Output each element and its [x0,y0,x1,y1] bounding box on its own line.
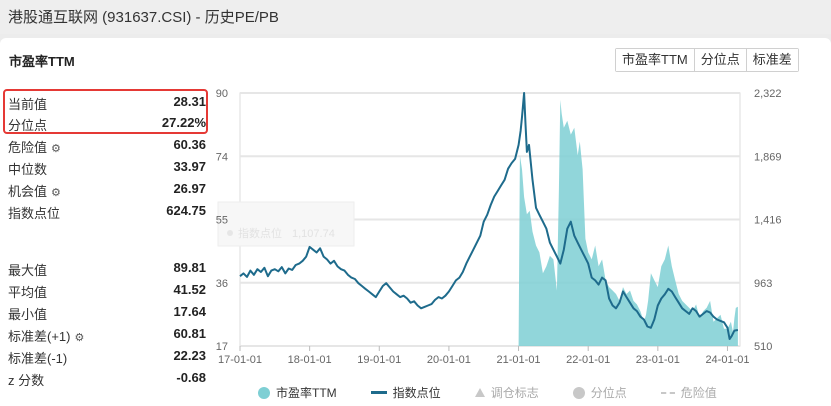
gear-icon[interactable]: ⚙ [51,143,61,155]
stat-label: 最小值 [8,307,48,322]
chart-legend: 市盈率TTM 指数点位 调仓标志 分位点 危险值 [258,384,751,401]
triangle-icon [474,388,485,397]
stat-mean: 平均值 41.52 [8,279,206,300]
stat-value: 22.23 [173,348,206,363]
stat-value: 624.75 [166,203,206,218]
stat-max: 最大值 89.81 [8,257,206,278]
highlight-box [3,89,208,134]
stat-value: 33.97 [173,159,206,174]
stat-label: 标准差(+1) [8,329,71,344]
stat-current: 当前值 28.31 [8,91,206,112]
stat-label: 标准差(-1) [8,351,68,366]
index-series-line [239,92,739,340]
gear-icon[interactable]: ⚙ [51,187,61,199]
stat-min: 最小值 17.64 [8,301,206,322]
stat-value: 60.81 [173,326,206,341]
legend-label: 指数点位 [392,386,441,400]
legend-item-index[interactable]: 指数点位 [370,384,441,401]
x-tick-label: 24-01-01 [705,354,749,366]
x-tick-label: 23-01-01 [636,354,680,366]
y-left-tick-label: 74 [216,151,228,163]
y-right-tick-label: 963 [754,278,772,290]
x-tick-label: 21-01-01 [497,354,541,366]
legend-label: 分位点 [590,386,627,400]
legend-dot-icon [258,386,270,399]
x-tick-label: 19-01-01 [357,354,401,366]
window-title-bar: 港股通互联网 (931637.CSI) - 历史PE/PB [0,0,831,34]
stat-label: 危险值 [8,140,48,155]
legend-item-danger[interactable]: 危险值 [660,384,717,401]
card-title: 市盈率TTM [9,54,75,69]
legend-line-icon [370,391,387,394]
stat-value: 60.36 [173,137,206,152]
tab-pe-ttm[interactable]: 市盈率TTM [616,49,695,71]
x-tick-label: 22-01-01 [566,354,610,366]
legend-dot-icon [572,386,585,399]
stat-value: 26.97 [173,181,206,196]
y-left-tick-label: 90 [216,88,228,100]
stat-danger: 危险值 ⚙ 60.36 [8,134,206,155]
metric-tabs: 市盈率TTM 分位点 标准差 [615,48,799,72]
stat-label: 机会值 [8,184,48,199]
pe-series-area [518,99,738,347]
stat-label: 平均值 [8,285,48,300]
x-tick-label: 17-01-01 [218,354,262,366]
legend-label: 调仓标志 [490,386,539,400]
dash-icon [660,391,675,394]
legend-item-pe[interactable]: 市盈率TTM [258,384,337,401]
stat-value: 27.22% [161,115,206,130]
tooltip-ghost-value: 1,107.74 [292,228,335,240]
legend-label: 市盈率TTM [276,386,337,400]
window-title: 港股通互联网 (931637.CSI) - 历史PE/PB [8,9,279,26]
stat-label: 指数点位 [8,206,61,221]
stat-label: 最大值 [8,263,48,278]
tooltip-ghost-label: 指数点位 [238,226,282,240]
stat-z-score: z 分数 -0.68 [8,367,206,388]
stat-percentile: 分位点 27.22% [8,112,206,133]
stat-std-minus: 标准差(-1) 22.23 [8,345,206,366]
gear-icon[interactable]: ⚙ [74,332,85,344]
legend-item-rebalance[interactable]: 调仓标志 [474,384,539,401]
stat-value: -0.68 [176,370,206,385]
stat-label: 分位点 [8,118,48,133]
legend-label: 危险值 [680,386,717,400]
y-right-tick-label: 1,869 [754,151,782,163]
stat-label: z 分数 [8,373,45,388]
y-right-tick-label: 1,416 [754,215,782,227]
tab-std-dev[interactable]: 标准差 [746,49,798,71]
y-left-tick-label: 17 [216,341,228,353]
stat-value: 89.81 [173,260,206,275]
pe-chart: 指数点位 1,107.74 90 74 55 36 17 2,322 1,869 1,416 9… [216,88,782,366]
stat-median: 中位数 33.97 [8,156,206,177]
stat-value: 41.52 [173,282,206,297]
stat-value: 28.31 [173,94,206,109]
y-right-tick-label: 510 [754,341,772,353]
tab-percentile[interactable]: 分位点 [694,49,747,71]
y-left-tick-label: 36 [216,278,228,290]
stat-value: 17.64 [173,304,206,319]
x-tick-label: 18-01-01 [288,354,332,366]
stat-opportunity: 机会值 ⚙ 26.97 [8,178,206,199]
stat-label: 当前值 [8,97,48,112]
legend-item-percentile[interactable]: 分位点 [572,384,627,401]
pe-card: 市盈率TTM 市盈率TTM 分位点 标准差 当前值 28.31 分位点 27.2… [0,38,831,406]
y-right-tick-label: 2,322 [754,88,782,100]
stat-label: 中位数 [8,162,48,177]
x-tick-label: 20-01-01 [427,354,471,366]
y-left-tick-label: 55 [216,215,228,227]
stat-index-level: 指数点位 624.75 [8,200,206,221]
tooltip-ghost: 指数点位 1,107.74 [217,201,355,247]
stat-std-plus: 标准差(+1) ⚙ 60.81 [8,323,206,344]
